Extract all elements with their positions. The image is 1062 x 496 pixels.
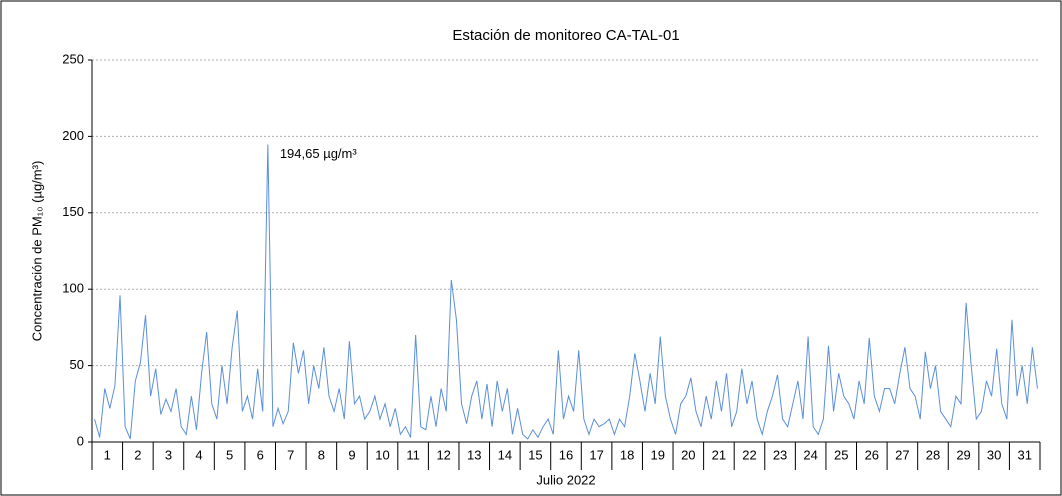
y-tick-label: 150 [62, 204, 84, 219]
y-tick-label: 100 [62, 281, 84, 296]
x-tick-label: 17 [589, 447, 603, 462]
x-tick-label: 4 [195, 447, 202, 462]
x-axis-label: Julio 2022 [536, 472, 595, 487]
y-tick-label: 200 [62, 128, 84, 143]
x-tick-label: 7 [287, 447, 294, 462]
x-tick-label: 13 [467, 447, 481, 462]
x-tick-label: 3 [165, 447, 172, 462]
x-tick-label: 21 [712, 447, 726, 462]
x-tick-label: 12 [436, 447, 450, 462]
x-tick-label: 14 [498, 447, 512, 462]
data-line [94, 144, 1038, 440]
x-tick-label: 31 [1017, 447, 1031, 462]
x-tick-label: 1 [104, 447, 111, 462]
y-tick-label: 50 [70, 357, 84, 372]
x-tick-label: 30 [987, 447, 1001, 462]
x-tick-label: 25 [834, 447, 848, 462]
x-tick-label: 11 [406, 447, 420, 462]
x-tick-label: 23 [773, 447, 787, 462]
x-tick-label: 28 [926, 447, 940, 462]
x-tick-label: 2 [134, 447, 141, 462]
x-tick-label: 19 [651, 447, 665, 462]
x-tick-label: 6 [257, 447, 264, 462]
peak-annotation: 194,65 µg/m³ [280, 146, 358, 161]
x-tick-label: 20 [681, 447, 695, 462]
x-tick-label: 27 [895, 447, 909, 462]
x-tick-label: 22 [742, 447, 756, 462]
x-tick-label: 5 [226, 447, 233, 462]
x-tick-label: 24 [803, 447, 817, 462]
x-tick-label: 10 [375, 447, 389, 462]
x-tick-label: 16 [559, 447, 573, 462]
x-tick-label: 29 [956, 447, 970, 462]
x-tick-label: 26 [865, 447, 879, 462]
chart-title: Estación de monitoreo CA-TAL-01 [452, 27, 679, 44]
y-tick-label: 250 [62, 51, 84, 66]
x-tick-label: 8 [318, 447, 325, 462]
y-tick-label: 0 [77, 433, 84, 448]
x-tick-label: 18 [620, 447, 634, 462]
x-tick-label: 9 [348, 447, 355, 462]
x-tick-label: 15 [528, 447, 542, 462]
y-axis-label: Concentración de PM₁₀ (µg/m³) [29, 161, 44, 342]
